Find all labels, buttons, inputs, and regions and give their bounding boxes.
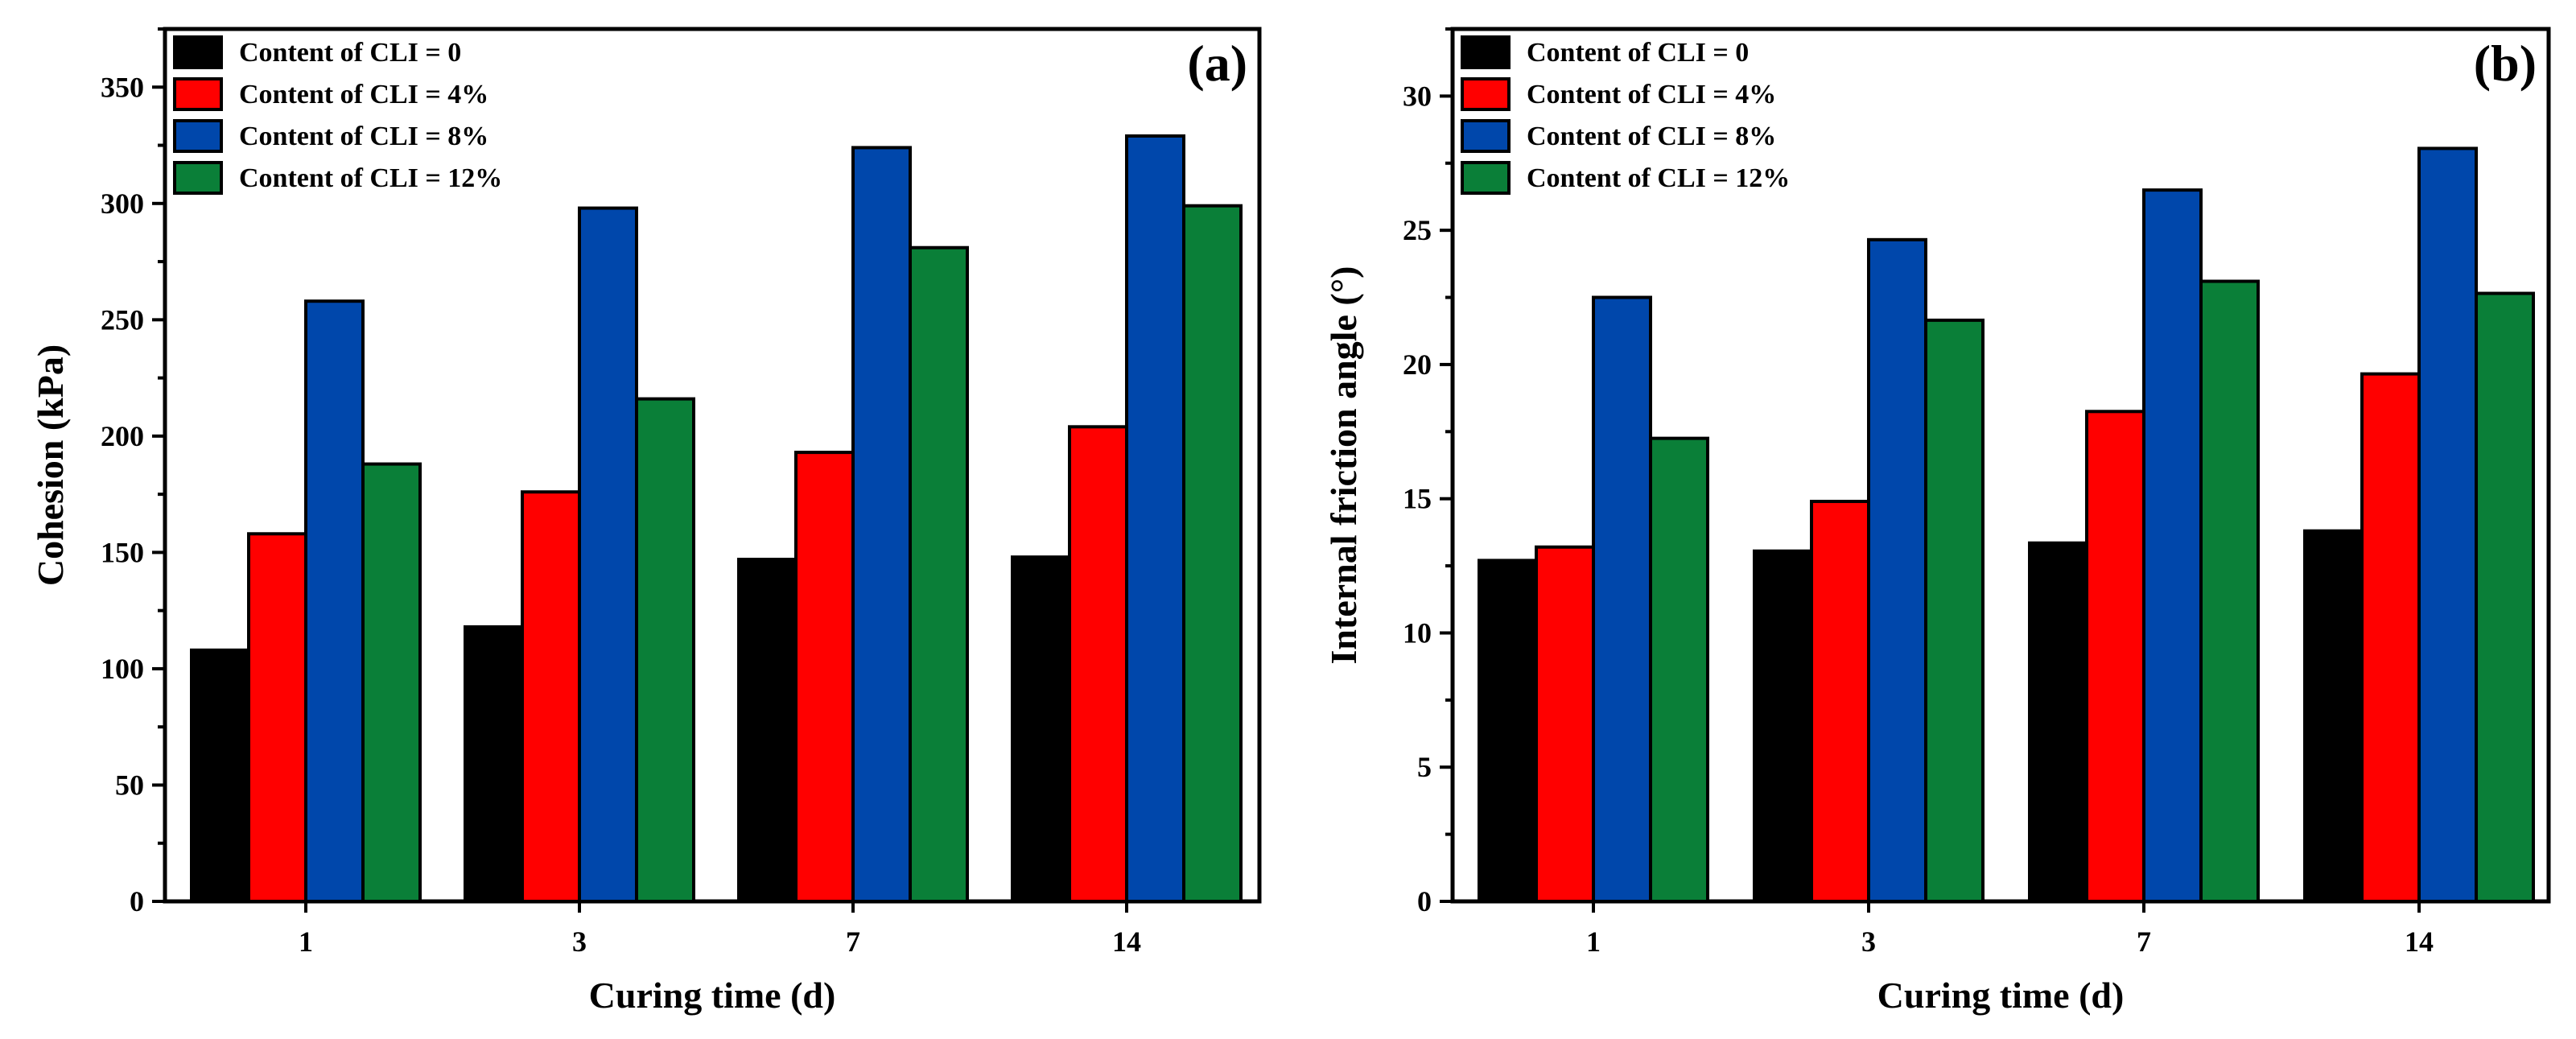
bar: [247, 532, 307, 903]
legend-swatch: [173, 161, 223, 195]
panel-label: (a): [1187, 35, 1247, 92]
x-tick-label: 7: [2137, 926, 2151, 958]
legend: Content of CLI = 0 Content of CLI = 4% Con…: [1461, 35, 1790, 195]
y-tick-label: 50: [115, 769, 144, 801]
y-axis: 0 5 10 15 20 25 30: [1403, 27, 1453, 917]
bar: [1810, 500, 1870, 904]
y-tick-label: 150: [101, 536, 144, 568]
y-axis-title: Cohesion (kPa): [30, 344, 71, 586]
bar: [2303, 529, 2364, 903]
chart-panel-a: 0 50 100 150 200 250 300 350 1 3 7 14 Content of C…: [30, 27, 1262, 1016]
bar: [1125, 134, 1185, 904]
y-tick-label: 300: [101, 188, 144, 220]
x-tick-label: 3: [1861, 926, 1876, 958]
legend-label: Content of CLI = 0: [239, 38, 461, 68]
bar: [2360, 372, 2421, 903]
y-tick-label: 250: [101, 303, 144, 336]
legend: Content of CLI = 0 Content of CLI = 4% Con…: [173, 35, 502, 195]
y-tick-label: 30: [1403, 80, 1432, 112]
y-tick-label: 100: [101, 653, 144, 685]
y-tick-label: 350: [101, 71, 144, 103]
x-tick-label: 14: [1112, 926, 1141, 958]
bar: [190, 648, 250, 903]
y-tick-label: 0: [130, 885, 144, 917]
legend-swatch: [1461, 119, 1511, 153]
bar: [2028, 541, 2088, 903]
bar: [1535, 545, 1595, 904]
legend-swatch: [173, 35, 223, 69]
bars-group: [1478, 146, 2535, 904]
bar: [1867, 237, 1927, 903]
bar: [2142, 188, 2203, 904]
bar: [2417, 146, 2478, 903]
legend-swatch: [173, 119, 223, 153]
x-tick-label: 1: [1586, 926, 1601, 958]
legend-swatch: [1461, 77, 1511, 111]
legend-label: Content of CLI = 8%: [239, 122, 488, 151]
bar: [1182, 204, 1243, 903]
bar: [1011, 555, 1071, 903]
x-tick-label: 1: [299, 926, 313, 958]
bar: [2199, 279, 2260, 903]
y-tick-label: 0: [1417, 885, 1432, 917]
x-axis: 1 3 7 14: [1586, 901, 2434, 958]
legend-label: Content of CLI = 0: [1527, 38, 1749, 68]
legend-label: Content of CLI = 12%: [1527, 163, 1790, 193]
bar: [361, 462, 422, 903]
bar: [1592, 295, 1652, 903]
legend-label: Content of CLI = 4%: [239, 80, 488, 109]
legend-swatch: [1461, 35, 1511, 69]
bar: [578, 206, 638, 903]
y-tick-label: 10: [1403, 616, 1432, 649]
bar: [1649, 436, 1709, 903]
bar: [521, 490, 581, 903]
legend-swatch: [173, 77, 223, 111]
bar: [794, 451, 855, 903]
y-tick-label: 200: [101, 420, 144, 452]
y-axis: 0 50 100 150 200 250 300 350: [101, 27, 165, 917]
y-tick-label: 20: [1403, 348, 1432, 381]
bar: [1478, 559, 1538, 903]
bar: [304, 299, 365, 903]
legend-label: Content of CLI = 12%: [239, 163, 502, 193]
bar: [909, 245, 969, 903]
bars-group: [190, 134, 1243, 904]
y-tick-label: 25: [1403, 214, 1432, 246]
bar: [1068, 425, 1128, 903]
x-tick-label: 14: [2405, 926, 2434, 958]
legend-label: Content of CLI = 8%: [1527, 122, 1776, 151]
bar: [1924, 318, 1985, 903]
x-tick-label: 7: [846, 926, 860, 958]
bar: [2085, 410, 2145, 903]
y-tick-label: 15: [1403, 483, 1432, 515]
x-axis: 1 3 7 14: [299, 901, 1141, 958]
y-axis-title: Internal friction angle (°): [1323, 266, 1364, 665]
legend-label: Content of CLI = 4%: [1527, 80, 1776, 109]
bar: [464, 625, 524, 903]
bar: [635, 397, 695, 903]
x-axis-title: Curing time (d): [1877, 975, 2125, 1016]
bar: [2475, 291, 2535, 903]
legend-swatch: [1461, 161, 1511, 195]
x-tick-label: 3: [572, 926, 587, 958]
bar: [1753, 549, 1813, 903]
bar: [737, 558, 798, 904]
x-axis-title: Curing time (d): [589, 975, 836, 1016]
bar: [851, 146, 912, 903]
panel-label: (b): [2474, 35, 2537, 92]
y-tick-label: 5: [1417, 751, 1432, 783]
